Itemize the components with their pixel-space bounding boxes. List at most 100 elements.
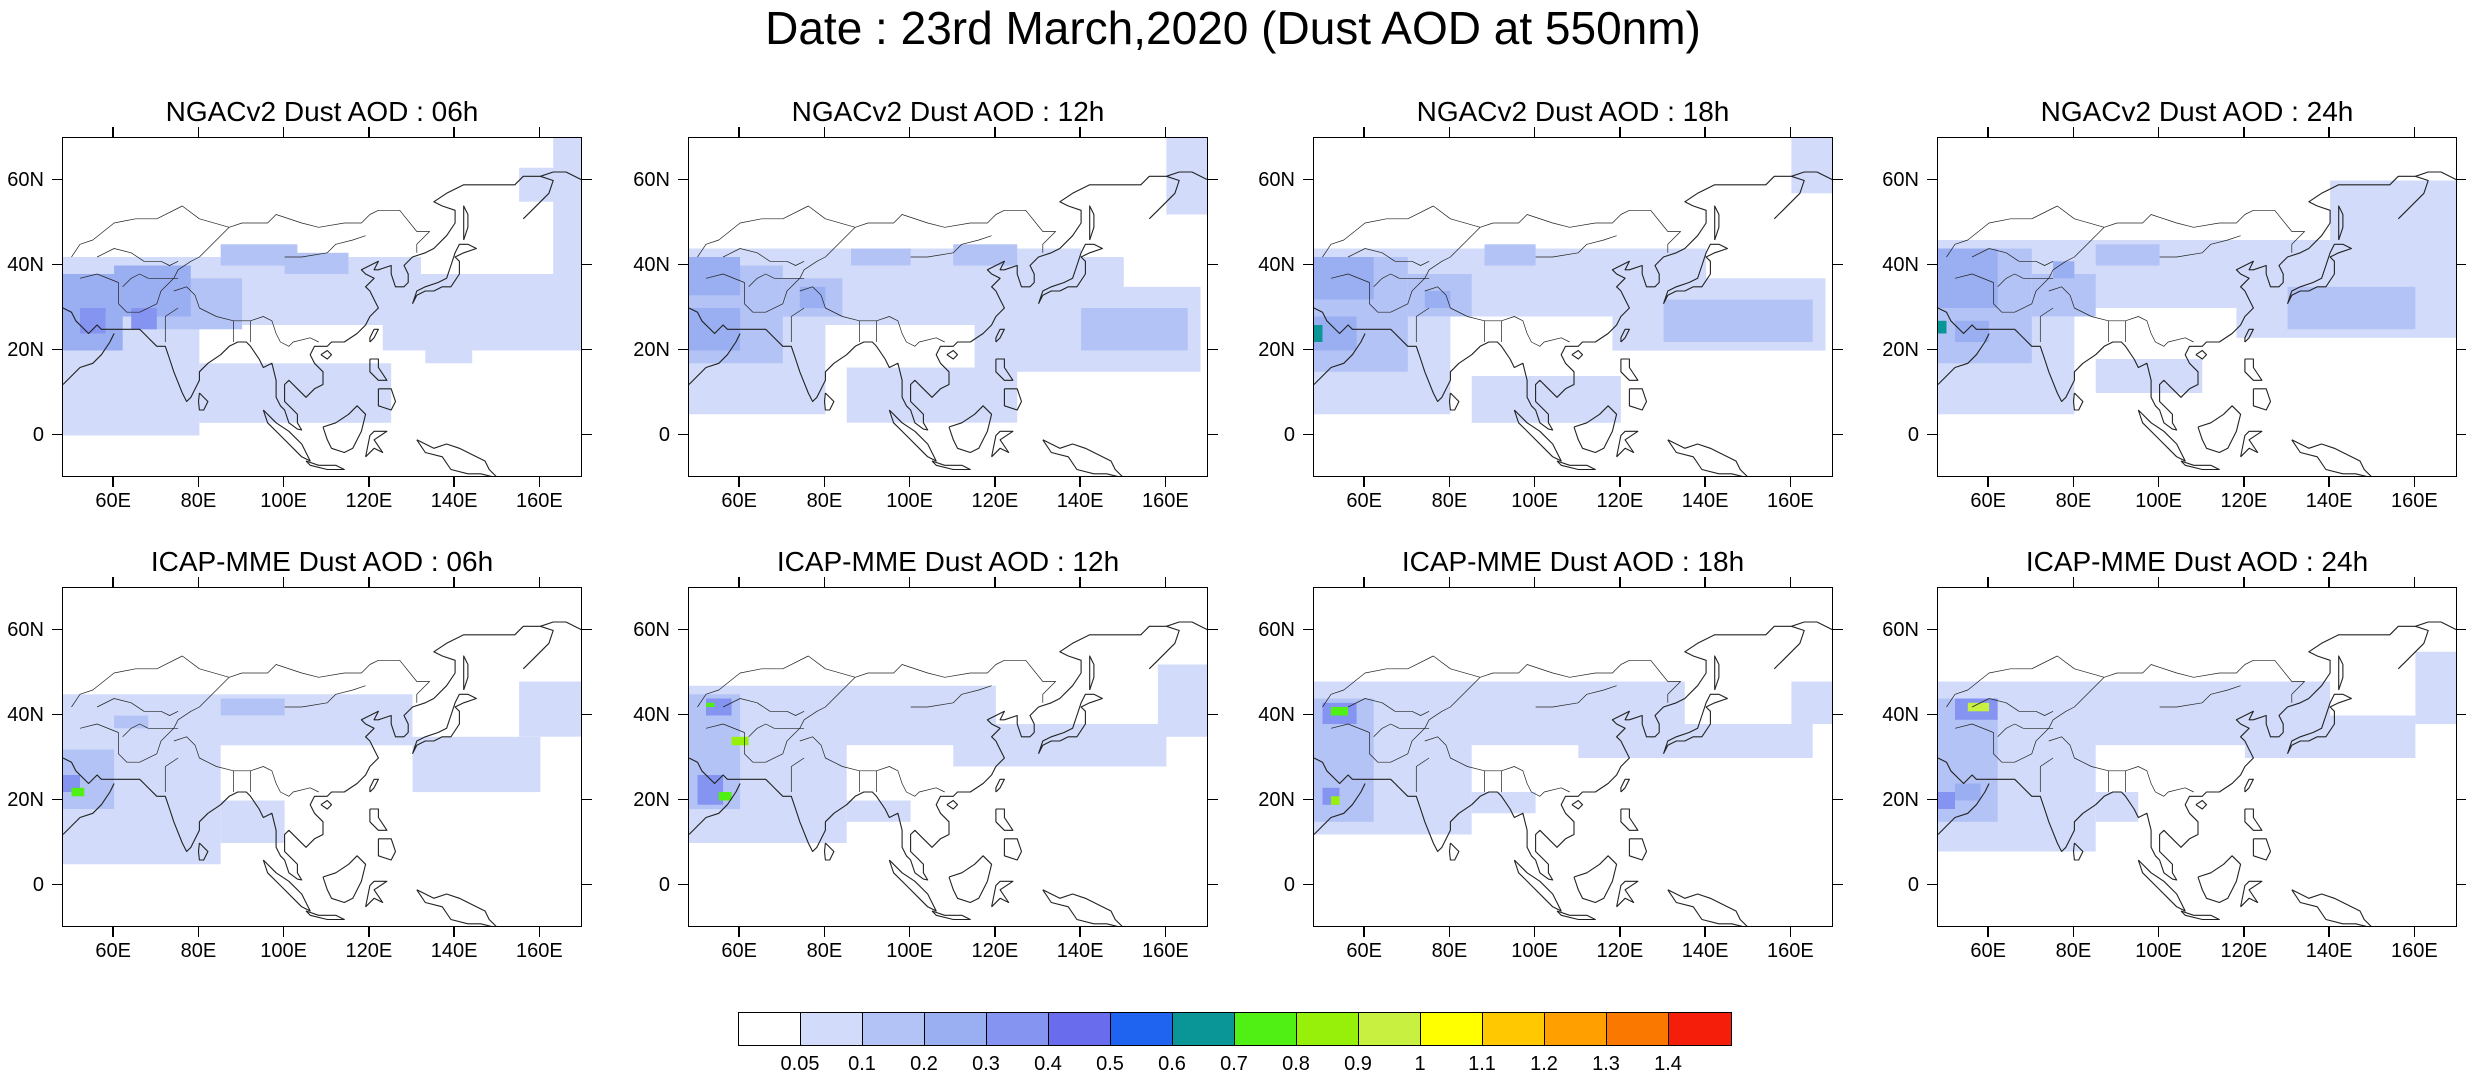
lon-tick-mark [1704, 577, 1706, 587]
lat-tick-label: 40N [1882, 703, 1919, 726]
lon-tick-mark [1079, 927, 1081, 937]
country-border [1322, 655, 1481, 708]
lat-tick-mark [52, 628, 62, 631]
lat-tick-label: 60N [7, 618, 44, 641]
lon-tick-mark [2157, 577, 2160, 587]
coastline [2197, 405, 2242, 454]
lon-tick-mark [823, 927, 826, 937]
coastline [888, 859, 937, 912]
coastline [1938, 333, 1990, 385]
aod-cell [1017, 257, 1124, 296]
aod-cell [220, 698, 285, 716]
colorbar-swatch [925, 1013, 987, 1045]
lon-tick-mark [1533, 927, 1536, 937]
lon-tick-mark [1619, 477, 1621, 487]
coastline [2338, 655, 2344, 691]
lon-tick-mark [1619, 927, 1621, 937]
aod-cell [425, 316, 473, 364]
lon-tick-mark [1789, 577, 1792, 587]
lon-tick-label: 60E [1346, 940, 1382, 962]
aod-cell [199, 363, 392, 423]
coastline [2291, 439, 2372, 476]
colorbar-label: 0.3 [972, 1053, 1000, 1075]
lat-tick-mark [582, 178, 592, 181]
panel-title: NGACv2 Dust AOD : 06h [165, 96, 479, 127]
panel-title: ICAP-MME Dust AOD : 12h [776, 546, 1120, 577]
lat-tick-mark [582, 798, 592, 801]
lon-tick-mark [1987, 477, 1989, 487]
coastline [463, 655, 469, 691]
coastline [369, 808, 388, 831]
coastline [305, 460, 345, 471]
aod-cell [63, 775, 80, 792]
colorbar-swatch [1235, 1013, 1297, 1045]
coastline [1003, 838, 1023, 861]
colorbar-swatch [1111, 1013, 1173, 1045]
country-border [1347, 698, 1430, 716]
lat-tick-mark [2457, 713, 2466, 716]
country-border [1535, 685, 1617, 708]
country-border [1330, 209, 1681, 313]
lon-tick-label: 140E [1056, 490, 1104, 512]
coastline [2240, 880, 2263, 908]
aod-cell [1955, 783, 1981, 801]
coastline [946, 349, 959, 360]
aod-cell [1955, 320, 1990, 343]
coastline [1938, 621, 2456, 881]
lon-tick-mark [282, 127, 285, 137]
map-panel: ICAP-MME Dust AOD : 06h 60N 40N 20N 0 60E 80E 1… [7, 546, 592, 961]
colorbar-swatch [1483, 1013, 1545, 1045]
lon-tick-mark [197, 927, 200, 937]
lat-tick-label: 40N [7, 703, 44, 726]
map-panel: ICAP-MME Dust AOD : 12h 60N 40N 20N 0 60E 80E 1… [633, 546, 1218, 961]
lon-tick-label: 140E [1056, 940, 1104, 962]
lon-tick-label: 100E [2135, 490, 2182, 512]
lon-tick-label: 140E [1681, 490, 1729, 512]
aod-cell [1938, 320, 1947, 334]
aod-cell [1938, 248, 1998, 308]
lon-tick-label: 120E [2220, 940, 2268, 962]
lon-tick-mark [1164, 477, 1167, 487]
country-border [910, 235, 992, 258]
coastline [63, 333, 115, 385]
lat-tick-mark [52, 348, 62, 351]
lon-tick-mark [368, 477, 370, 487]
lat-tick-mark [582, 883, 592, 886]
coastline [1667, 889, 1748, 926]
country-border [1997, 273, 2024, 288]
lat-tick-mark [678, 178, 688, 181]
aod-cell [846, 367, 1018, 423]
coastline [1148, 625, 1180, 670]
coastline [948, 405, 993, 454]
lat-tick-label: 20N [1258, 788, 1295, 811]
aod-cell [1424, 291, 1451, 308]
aod-cell [1967, 702, 1990, 712]
lat-tick-label: 0 [32, 873, 44, 896]
country-border [173, 286, 319, 347]
lat-tick-mark [2457, 883, 2466, 886]
aod-cell [1314, 325, 1323, 342]
coastline [931, 460, 971, 471]
coastline [320, 799, 333, 810]
map-panel: ICAP-MME Dust AOD : 18h 60N 40N 20N 0 60E 80E 1… [1258, 546, 1843, 961]
coastline [1714, 205, 1720, 241]
lat-tick-mark [582, 433, 592, 436]
country-border [1997, 723, 2024, 738]
lon-tick-mark [2328, 577, 2330, 587]
country-border [1424, 736, 1570, 797]
lat-tick-mark [1833, 263, 1843, 266]
lat-tick-mark [582, 713, 592, 716]
country-border [79, 659, 430, 763]
colorbar-label: 0.9 [1344, 1053, 1372, 1075]
aod-cell [220, 800, 285, 843]
colorbar-swatch [1297, 1013, 1359, 1045]
coastline [1037, 243, 1103, 305]
lon-tick-label: 140E [1681, 940, 1729, 962]
lon-tick-label: 60E [721, 940, 757, 962]
coastline [991, 880, 1014, 908]
lat-tick-mark [1208, 433, 1218, 436]
aod-cell [1331, 707, 1348, 716]
map-frame [62, 137, 582, 477]
lat-tick-mark [52, 798, 62, 801]
lat-tick-label: 60N [1258, 168, 1295, 191]
